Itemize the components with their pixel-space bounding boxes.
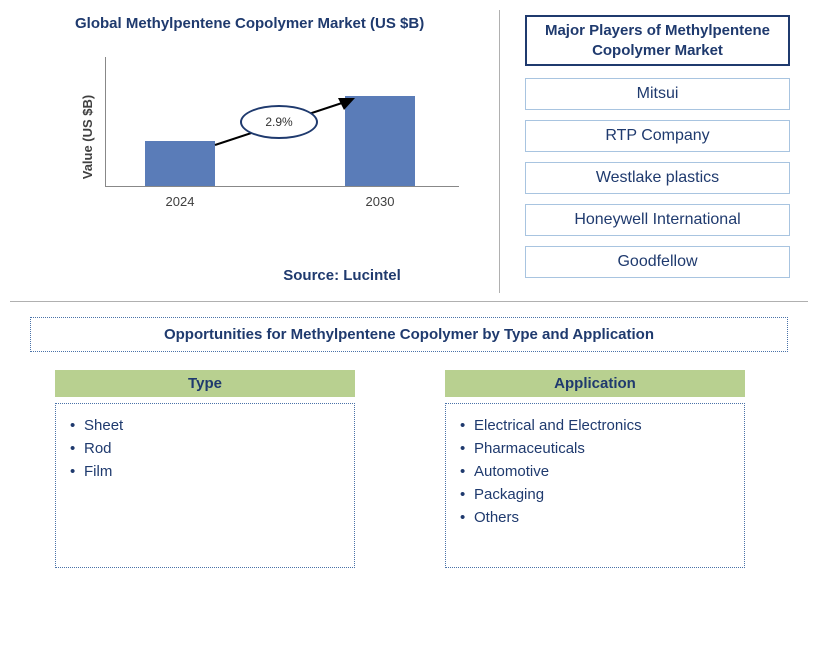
x-label-2024: 2024 [145,194,215,209]
type-column-body: Sheet Rod Film [55,403,355,568]
chart-title: Global Methylpentene Copolymer Market (U… [75,15,489,32]
players-panel: Major Players of Methylpentene Copolymer… [500,10,800,293]
application-column-header: Application [445,370,745,397]
chart-panel: Global Methylpentene Copolymer Market (U… [10,10,500,293]
bar-chart: Value (US $B) 2024 2030 2.9% [45,57,489,217]
player-item: Mitsui [525,78,790,110]
player-item: Honeywell International [525,204,790,236]
list-item: Electrical and Electronics [460,414,730,437]
list-item: Rod [70,437,340,460]
list-item: Others [460,506,730,529]
source-label: Source: Lucintel [195,267,489,284]
list-item: Film [70,460,340,483]
application-column: Application Electrical and Electronics P… [445,370,745,568]
list-item: Automotive [460,460,730,483]
type-column: Type Sheet Rod Film [55,370,355,568]
growth-rate-value: 2.9% [265,115,292,129]
x-label-2030: 2030 [345,194,415,209]
opportunities-columns: Type Sheet Rod Film Application Electric… [30,370,788,568]
list-item: Pharmaceuticals [460,437,730,460]
bar-2024 [145,141,215,186]
y-axis-line [105,57,106,187]
application-list: Electrical and Electronics Pharmaceutica… [460,414,730,529]
player-item: Goodfellow [525,246,790,278]
player-item: RTP Company [525,120,790,152]
opportunities-header: Opportunities for Methylpentene Copolyme… [30,317,788,352]
application-column-body: Electrical and Electronics Pharmaceutica… [445,403,745,568]
growth-rate-badge: 2.9% [240,105,318,139]
players-header: Major Players of Methylpentene Copolymer… [525,15,790,66]
list-item: Sheet [70,414,340,437]
y-axis-label: Value (US $B) [80,95,95,180]
x-axis-line [105,186,459,187]
type-list: Sheet Rod Film [70,414,340,483]
type-column-header: Type [55,370,355,397]
opportunities-section: Opportunities for Methylpentene Copolyme… [10,317,808,568]
top-section: Global Methylpentene Copolymer Market (U… [10,10,808,302]
player-item: Westlake plastics [525,162,790,194]
list-item: Packaging [460,483,730,506]
infographic-container: Global Methylpentene Copolymer Market (U… [10,10,808,568]
